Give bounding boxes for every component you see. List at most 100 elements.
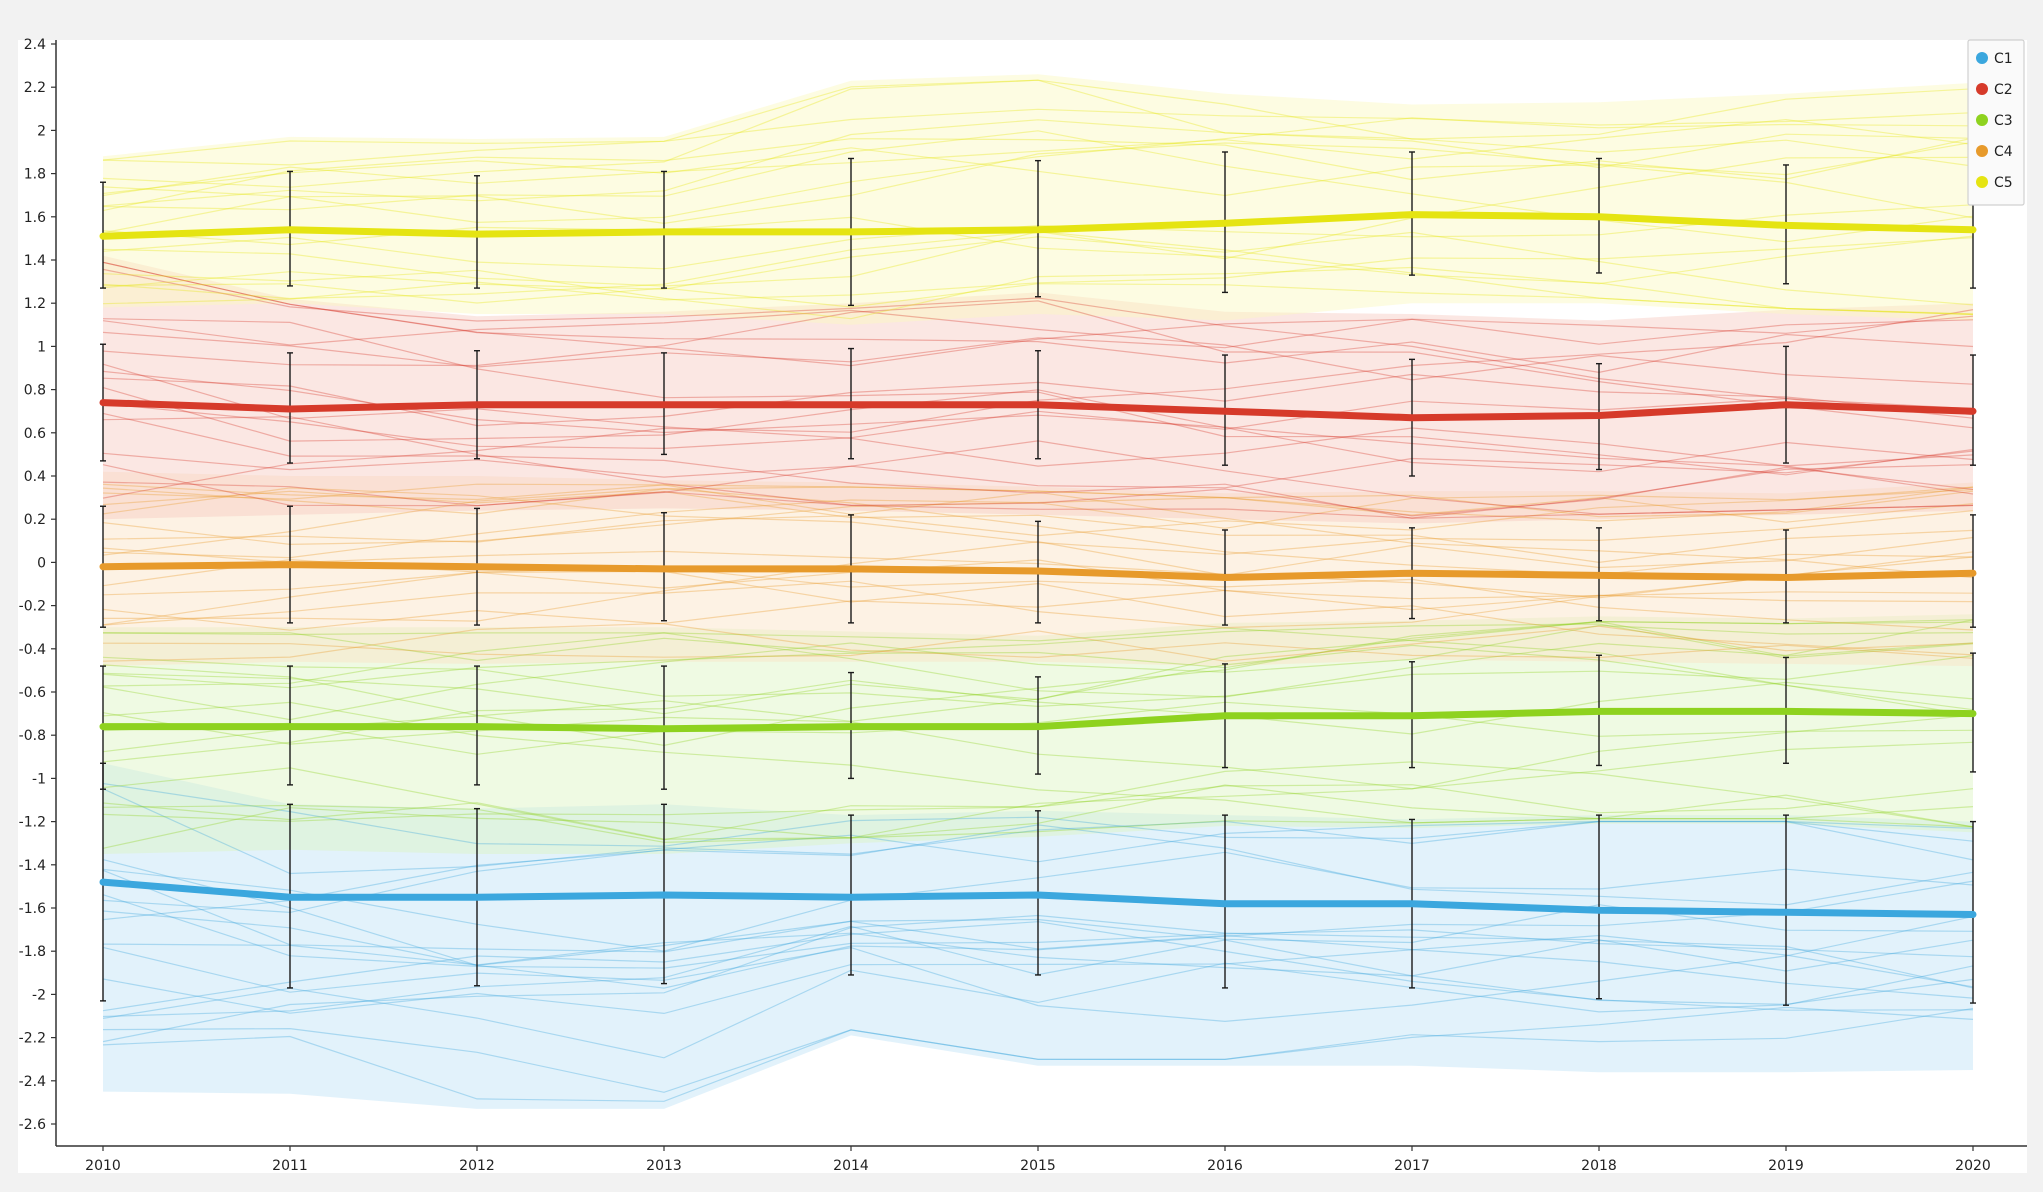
trajectory-c5 bbox=[102, 119, 1974, 207]
trajectory-c5 bbox=[102, 117, 1974, 234]
y-tick-label: -2.4 bbox=[19, 1074, 46, 1090]
y-tick-label: -1.4 bbox=[19, 858, 46, 874]
trajectory-c4 bbox=[102, 490, 1974, 564]
trajectory-c4 bbox=[102, 483, 1974, 579]
x-tick-label: 2015 bbox=[1020, 1158, 1056, 1174]
y-tick-label: 1.2 bbox=[24, 296, 46, 312]
trajectory-c1 bbox=[102, 916, 1974, 1023]
trajectory-c2 bbox=[102, 450, 1974, 507]
y-tick-label: 2.2 bbox=[24, 80, 46, 96]
trajectory-c5 bbox=[102, 108, 1974, 166]
legend-swatch bbox=[1976, 145, 1988, 157]
y-tick-label: -2.2 bbox=[19, 1031, 46, 1047]
trajectory-c3 bbox=[102, 784, 1974, 822]
trajectory-c5 bbox=[102, 141, 1974, 225]
legend-item-c5: C5 bbox=[1976, 175, 2013, 191]
legend-item-c2: C2 bbox=[1976, 82, 2013, 98]
trajectory-c5 bbox=[102, 118, 1974, 197]
trajectory-c3 bbox=[102, 624, 1974, 721]
y-tick-label: -1.6 bbox=[19, 901, 46, 917]
y-tick-label: -0.6 bbox=[19, 685, 46, 701]
y-tick-label: -0.2 bbox=[19, 599, 46, 615]
trajectory-c5 bbox=[102, 137, 1974, 212]
x-tick-label: 2012 bbox=[459, 1158, 495, 1174]
trajectory-c4 bbox=[102, 489, 1974, 559]
axes-layer: 2.4 2.2 2 1.8 1.6 1.4 1.2 1 0.8 0.6 0.4 0.2 0 -0.2 -0.… bbox=[19, 37, 2027, 1174]
y-tick-label: -1 bbox=[32, 771, 46, 787]
y-tick-label: 2.4 bbox=[24, 37, 46, 53]
trajectory-c3 bbox=[102, 623, 1974, 662]
trajectory-c2 bbox=[102, 412, 1974, 519]
y-tick-label: 1.6 bbox=[24, 210, 46, 226]
trajectory-c5 bbox=[102, 130, 1974, 243]
trajectory-c2 bbox=[102, 464, 1974, 517]
y-tick-label: 0.2 bbox=[24, 512, 46, 528]
legend-label: C5 bbox=[1994, 175, 2013, 191]
legend-swatch bbox=[1976, 176, 1988, 188]
trajectory-c3 bbox=[102, 627, 1974, 711]
trajectory-c4 bbox=[102, 608, 1974, 659]
legend: C1 C2 C3 C4 C5 bbox=[1967, 39, 2025, 206]
y-tick-label: -1.2 bbox=[19, 815, 46, 831]
x-tick-label: 2020 bbox=[1955, 1158, 1991, 1174]
y-tick-label: -1.8 bbox=[19, 944, 46, 960]
trajectory-c2 bbox=[102, 261, 1974, 367]
y-tick-label: -2 bbox=[32, 987, 46, 1003]
y-tick-label: 1 bbox=[37, 339, 46, 355]
legend-item-c4: C4 bbox=[1976, 144, 2013, 160]
y-tick-label: -0.8 bbox=[19, 728, 46, 744]
legend-label: C4 bbox=[1994, 144, 2013, 160]
x-tick-label: 2016 bbox=[1207, 1158, 1243, 1174]
x-tick-label: 2018 bbox=[1581, 1158, 1617, 1174]
trajectory-c2 bbox=[102, 300, 1974, 429]
x-tick-label: 2019 bbox=[1768, 1158, 1804, 1174]
legend-label: C1 bbox=[1994, 51, 2013, 67]
mean-line-c3 bbox=[99, 707, 1977, 733]
legend-box bbox=[1967, 39, 2025, 206]
legend-swatch bbox=[1976, 83, 1988, 95]
trajectory-c2 bbox=[102, 309, 1974, 385]
x-tick-label: 2011 bbox=[272, 1158, 308, 1174]
y-tick-label: -2.6 bbox=[19, 1117, 46, 1133]
y-tick-label: 1.8 bbox=[24, 167, 46, 183]
legend-item-c3: C3 bbox=[1976, 113, 2013, 129]
trajectory-c4 bbox=[102, 486, 1974, 522]
trajectory-c2 bbox=[102, 363, 1974, 495]
legend-swatch bbox=[1976, 52, 1988, 64]
y-tick-label: 0.4 bbox=[24, 469, 46, 485]
trajectory-c5 bbox=[102, 79, 1974, 167]
legend-label: C3 bbox=[1994, 113, 2013, 129]
x-tick-label: 2014 bbox=[833, 1158, 869, 1174]
x-tick-label: 2010 bbox=[85, 1158, 121, 1174]
legend-item-c1: C1 bbox=[1976, 51, 2013, 67]
trajectory-c2 bbox=[102, 416, 1974, 519]
trajectory-c4 bbox=[102, 496, 1974, 546]
mean-line-c1 bbox=[99, 878, 1977, 918]
y-tick-label: 1.4 bbox=[24, 253, 46, 269]
trajectory-c5 bbox=[102, 79, 1974, 188]
x-tick-label: 2013 bbox=[646, 1158, 682, 1174]
trajectory-c3 bbox=[102, 714, 1974, 849]
y-tick-label: 0 bbox=[37, 555, 46, 571]
trajectory-c1 bbox=[102, 1007, 1974, 1102]
y-tick-label: 2 bbox=[37, 123, 46, 139]
trajectory-c3 bbox=[102, 761, 1974, 841]
mean-lines-layer bbox=[99, 211, 1977, 918]
y-tick-label: -0.4 bbox=[19, 642, 46, 658]
x-tick-label: 2017 bbox=[1394, 1158, 1430, 1174]
legend-swatch bbox=[1976, 114, 1988, 126]
trajectory-c2 bbox=[102, 261, 1974, 374]
y-tick-label: 0.8 bbox=[24, 383, 46, 399]
trajectory-c2 bbox=[102, 268, 1974, 419]
trajectory-c3 bbox=[102, 620, 1974, 689]
mean-line-c4 bbox=[99, 561, 1977, 581]
trajectory-c2 bbox=[102, 318, 1974, 368]
trajectory-c4 bbox=[102, 625, 1974, 662]
mean-line-c2 bbox=[99, 399, 1977, 422]
mean-line-c5 bbox=[99, 211, 1977, 240]
trajectory-c4 bbox=[102, 483, 1974, 518]
trajectory-c1 bbox=[102, 962, 1974, 1059]
legend-label: C2 bbox=[1994, 82, 2013, 98]
